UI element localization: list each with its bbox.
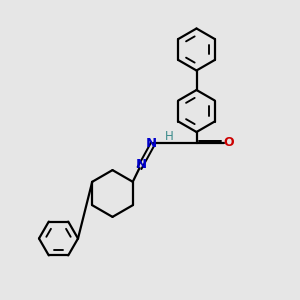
Text: H: H xyxy=(165,130,174,143)
Text: N: N xyxy=(146,137,157,150)
Text: O: O xyxy=(224,136,234,149)
Text: N: N xyxy=(135,158,147,172)
